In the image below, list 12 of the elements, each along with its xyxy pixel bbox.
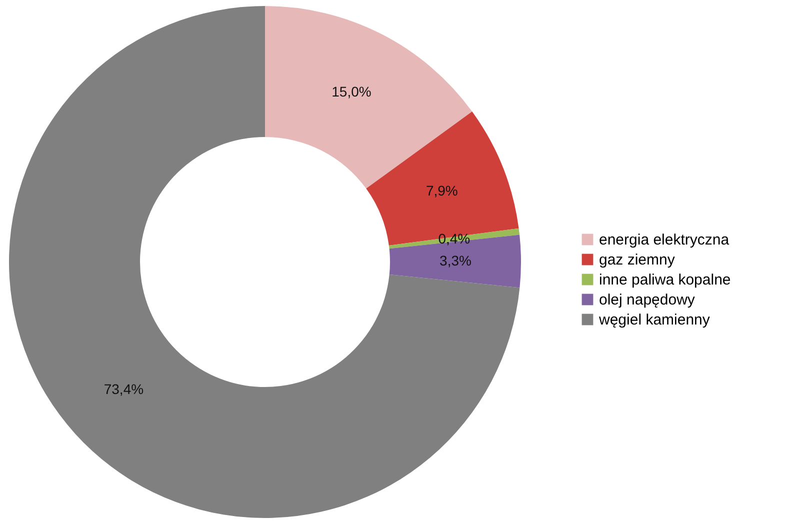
data-label: 7,9% <box>426 182 458 198</box>
legend-label: energia elektryczna <box>599 232 730 248</box>
data-label: 73,4% <box>104 380 144 397</box>
data-label: 15,0% <box>332 83 372 100</box>
data-label: 3,3% <box>440 252 472 268</box>
legend-label: węgiel kamienny <box>598 312 710 328</box>
donut-slice <box>9 6 520 518</box>
legend-label: olej napędowy <box>599 292 696 308</box>
legend-label: inne paliwa kopalne <box>599 272 731 288</box>
donut-slice <box>389 234 521 288</box>
donut-slice <box>366 112 519 246</box>
legend-label: gaz ziemny <box>599 252 676 268</box>
